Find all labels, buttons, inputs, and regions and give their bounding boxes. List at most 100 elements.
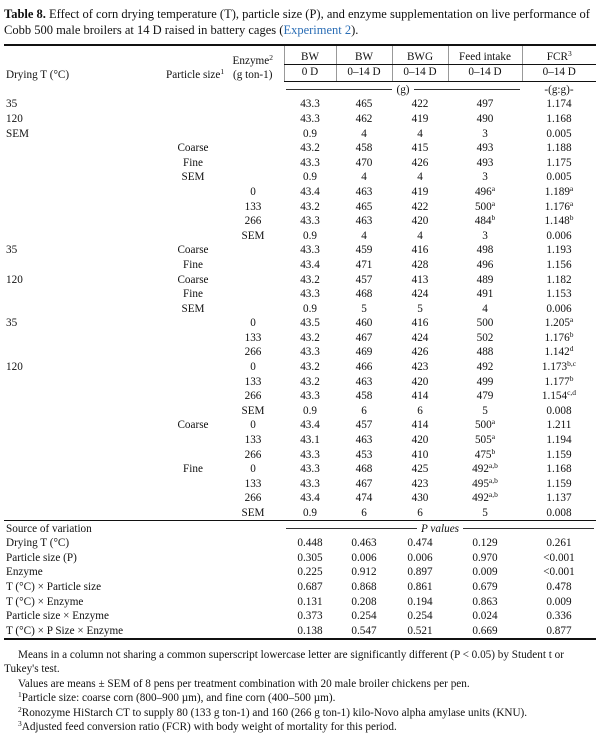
footnote-text: Means in a column not sharing a common s… [4, 648, 564, 676]
table-cell [164, 126, 222, 141]
table-cell: 5 [361, 302, 367, 315]
p-value: 0.547 [336, 623, 392, 640]
table-cell: 0.9 [303, 302, 317, 315]
data-row: Fine 43.4 471 428 496 1.156 [4, 257, 596, 272]
table-cell: 416 [411, 317, 429, 330]
table-cell: 0 [250, 361, 256, 374]
cell-text: 500 [474, 200, 492, 213]
table-cell: Fine [183, 463, 203, 476]
table-cell [222, 141, 284, 156]
superscript: a [491, 432, 496, 442]
spacer [4, 82, 284, 97]
table-cell: 492 [476, 361, 494, 374]
p-value: 0.138 [284, 623, 336, 640]
caption-link[interactable]: Experiment 2 [283, 23, 352, 37]
table-cell: 4 [482, 302, 488, 315]
units-cell: -(g:g)- [544, 83, 574, 96]
data-row: 266 43.3 458 414 479 1.154c,d [4, 389, 596, 404]
superscript: 1 [220, 66, 225, 76]
superscript: a,b [488, 461, 498, 471]
table-cell: 414 [411, 390, 429, 403]
header-cell: Drying T (°C) [4, 44, 164, 82]
table-cell: 43.2 [300, 142, 320, 155]
table-cell: 133 [244, 375, 262, 388]
table-cell: 467 [355, 331, 373, 344]
table-cell: Coarse [177, 273, 209, 286]
table-cell: 463 [355, 185, 373, 198]
table-cell [164, 374, 222, 389]
table-cell [4, 462, 164, 477]
footnote-marker: 2 [18, 704, 22, 714]
table-cell: 499 [476, 375, 494, 388]
p-value: 0.208 [351, 595, 377, 608]
table-cell: 0 [250, 185, 256, 198]
table-cell: 426 [411, 346, 429, 359]
table-cell: 484b [448, 214, 522, 229]
table-cell: 0.005 [546, 171, 572, 184]
table-cell: 502 [476, 331, 494, 344]
table-cell [4, 389, 164, 404]
table-cell [4, 330, 164, 345]
p-value-row: Enzyme 0.225 0.912 0.897 0.009 <0.001 [4, 565, 596, 580]
table-cell [164, 199, 222, 214]
table-cell [222, 97, 284, 112]
footnote-text: Adjusted feed conversion ratio (FCR) wit… [21, 721, 397, 734]
data-row: 133 43.1 463 420 505a 1.194 [4, 432, 596, 447]
data-row: 266 43.3 463 420 484b 1.148b [4, 214, 596, 229]
superscript: b [569, 373, 574, 383]
cell-text: 1.176 [544, 331, 570, 344]
table-cell: 5 [482, 507, 488, 519]
table-cell: 5 [482, 404, 488, 417]
table-cell: 413 [411, 273, 429, 286]
table-cell: 43.4 [300, 185, 320, 198]
p-value: 0.024 [472, 610, 498, 623]
superscript: b [569, 213, 574, 223]
table-cell: 500 [476, 317, 494, 330]
table-cell [4, 170, 164, 185]
header-cell: FCR3 [521, 43, 596, 65]
source-label: Source of variation [4, 519, 284, 536]
table-cell [164, 111, 222, 126]
table-cell: 266 [244, 492, 262, 505]
data-row: Fine 43.3 470 426 493 1.175 [4, 155, 596, 170]
table-cell: 4 [361, 229, 367, 242]
table-cell: 4 [361, 171, 367, 184]
table-cell [164, 432, 222, 447]
table-cell: 133 [244, 477, 262, 490]
superscript: 3 [567, 48, 572, 58]
table-cell: 453 [355, 448, 373, 461]
table-cell: 420 [411, 215, 429, 228]
data-row: SEM 0.9 6 6 5 0.008 [4, 403, 596, 418]
table-cell: 1.177b [522, 374, 596, 389]
data-row: SEM 0.9 6 6 5 0.008 [4, 505, 596, 520]
effect-label: Particle size × Enzyme [6, 610, 109, 623]
p-value: 0.474 [407, 537, 433, 550]
superscript: a [491, 183, 496, 193]
table-cell: 430 [411, 492, 429, 505]
table-cell: 1.205a [522, 316, 596, 331]
table-cell [4, 345, 164, 360]
table-cell [4, 184, 164, 199]
data-row: Fine 43.3 468 424 491 1.153 [4, 287, 596, 302]
data-row: SEM 0.9 4 4 3 0.005 [4, 170, 596, 185]
p-value: 0.006 [407, 551, 433, 564]
table-cell: 266 [244, 346, 262, 359]
p-value: 0.225 [297, 566, 323, 579]
table-cell [4, 155, 164, 170]
table-cell: 1.176b [522, 330, 596, 345]
p-value-row: T (°C) × P Size × Enzyme 0.138 0.547 0.521 0… [4, 623, 596, 640]
table-cell: 5 [417, 302, 423, 315]
data-row: 133 43.3 467 423 495a,b 1.159 [4, 476, 596, 491]
table-cell [222, 272, 284, 287]
table-cell [164, 476, 222, 491]
table-cell [222, 126, 284, 141]
table-cell: 467 [355, 477, 373, 490]
table-cell: 0.9 [303, 507, 317, 519]
table-cell: 43.4 [300, 492, 320, 505]
table-cell: SEM [181, 302, 205, 315]
p-value: 0.912 [351, 566, 377, 579]
table-cell: 1.159 [546, 477, 572, 490]
header-cell: Feed intake [447, 43, 522, 65]
p-value: 0.861 [407, 580, 433, 593]
table-cell: 471 [355, 258, 373, 271]
